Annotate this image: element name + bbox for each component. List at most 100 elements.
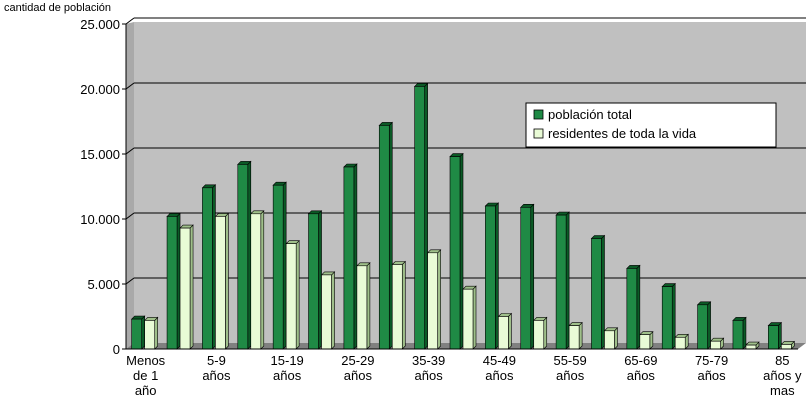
x-tick-line: mas xyxy=(770,383,795,398)
bar-front xyxy=(661,286,673,350)
x-tick-line: años xyxy=(273,368,302,383)
bar-front xyxy=(710,340,721,350)
bar-side xyxy=(353,163,358,350)
bar-residentes xyxy=(745,341,760,350)
legend-label: población total xyxy=(548,107,632,122)
y-tick-label: 5.000 xyxy=(87,277,120,292)
bar-front xyxy=(272,184,284,350)
bar-front xyxy=(414,86,425,350)
bar-side xyxy=(472,285,477,350)
bar-residentes xyxy=(709,337,725,350)
x-tick-line: 65-69 xyxy=(624,353,657,368)
x-tick-line: 35-39 xyxy=(412,353,445,368)
x-tick-label: 25-29 años xyxy=(341,353,374,383)
bar-side xyxy=(388,121,393,350)
x-tick-label: 55-59 años xyxy=(553,353,586,383)
x-tick-label: 5-9 años xyxy=(202,353,231,383)
x-tick-label: Menos de 1 año xyxy=(126,353,166,398)
bar-residentes xyxy=(143,316,159,350)
bar-front xyxy=(237,164,249,350)
x-tick-line: años xyxy=(415,368,444,383)
bar-front xyxy=(485,205,496,350)
bar-poblacion-total xyxy=(520,203,535,350)
bar-side xyxy=(530,203,535,350)
bar-side xyxy=(247,160,252,350)
bar-front xyxy=(533,320,545,350)
bar-poblacion-total xyxy=(449,152,464,350)
bar-front xyxy=(321,274,332,350)
bar-residentes xyxy=(250,210,265,350)
x-tick-line: 75-79 xyxy=(695,353,728,368)
bar-front xyxy=(215,216,226,350)
bar-side xyxy=(212,184,216,350)
bar-residentes xyxy=(285,239,300,350)
bar-front xyxy=(768,325,779,350)
x-tick-line: 15-19 xyxy=(271,353,304,368)
bar-side xyxy=(508,312,512,350)
bar-residentes xyxy=(639,330,654,350)
bar-side xyxy=(437,249,441,350)
bar-front xyxy=(202,187,213,350)
bar-front xyxy=(285,243,297,350)
bar-front xyxy=(250,213,262,350)
bar-front xyxy=(166,216,178,350)
x-tick-line: años xyxy=(202,368,231,383)
x-tick-line: de 1 xyxy=(133,368,158,383)
y-axis-ticks: 0 5.000 10.000 15.000 20.000 25.000 xyxy=(80,17,126,357)
bar-poblacion-total xyxy=(378,121,393,350)
bar-poblacion-total xyxy=(661,282,676,350)
bar-front xyxy=(568,325,580,350)
x-tick-label: 65-69 años xyxy=(624,353,657,383)
bar-poblacion-total xyxy=(343,163,358,350)
bar-front xyxy=(626,268,638,350)
bar-front xyxy=(449,156,461,350)
legend-label: residentes de toda la vida xyxy=(548,126,697,141)
bar-residentes xyxy=(462,285,477,350)
bar-side xyxy=(671,282,676,350)
gridline-diagonal xyxy=(125,17,135,25)
bar-front xyxy=(745,344,757,350)
bar-residentes xyxy=(497,312,513,350)
bar-side xyxy=(565,211,570,350)
y-tick-label: 25.000 xyxy=(80,17,120,32)
bar-front xyxy=(462,288,474,350)
y-tick-label: 15.000 xyxy=(80,147,120,162)
bar-front xyxy=(427,252,438,350)
bar-residentes xyxy=(603,327,619,350)
bar-side xyxy=(543,316,548,350)
bar-front xyxy=(591,238,602,350)
bar-side xyxy=(401,260,406,350)
bar-residentes xyxy=(426,249,442,350)
bar-poblacion-total xyxy=(201,184,217,350)
bar-front xyxy=(356,265,368,350)
legend-swatch xyxy=(533,128,544,139)
bar-front xyxy=(378,125,390,350)
bar-poblacion-total xyxy=(626,264,641,350)
bars xyxy=(130,82,796,350)
bar-residentes xyxy=(356,262,371,350)
x-tick-label: 75-79 años xyxy=(695,353,728,383)
bar-front xyxy=(498,316,509,350)
x-tick-line: Menos xyxy=(126,353,166,368)
bar-poblacion-total xyxy=(732,316,747,350)
x-tick-line: año xyxy=(135,383,157,398)
bar-side xyxy=(366,262,371,350)
bar-front xyxy=(391,264,403,350)
bar-residentes xyxy=(780,340,796,350)
legend-swatch xyxy=(533,109,544,120)
x-tick-line: años xyxy=(697,368,726,383)
x-tick-label: 85 años y mas xyxy=(763,353,802,398)
bar-side xyxy=(424,82,428,350)
bar-front xyxy=(520,207,532,350)
bar-front xyxy=(308,213,319,350)
x-tick-line: 85 xyxy=(775,353,789,368)
bar-side xyxy=(614,327,618,350)
bar-residentes xyxy=(533,316,548,350)
bar-poblacion-total xyxy=(696,301,712,350)
bar-front xyxy=(131,318,142,350)
bar-poblacion-total xyxy=(307,210,323,350)
bar-side xyxy=(176,212,181,350)
gridline-diagonal xyxy=(125,277,135,285)
x-tick-line: años xyxy=(556,368,585,383)
